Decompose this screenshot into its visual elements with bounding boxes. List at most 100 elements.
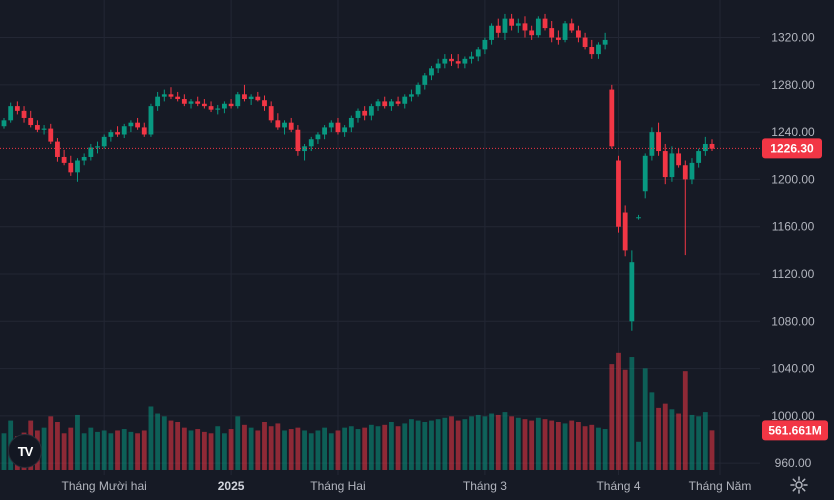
candle-body (235, 94, 241, 107)
candle-body (455, 61, 461, 64)
volume-bar (388, 422, 394, 470)
volume-bar (495, 414, 501, 470)
volume-bar (308, 433, 314, 470)
candle-body (28, 117, 34, 126)
volume-bar (348, 426, 354, 470)
volume-bar (422, 422, 428, 470)
candle-body (395, 101, 401, 104)
candle-body (342, 127, 348, 133)
volume-bar (589, 424, 595, 470)
volume-bar (108, 433, 114, 470)
candle-body (255, 96, 261, 101)
volume-bar (368, 424, 374, 470)
volume-bar (262, 422, 267, 470)
volume-bar (201, 431, 207, 470)
price-axis[interactable]: 960.00 1000.00 1040.00 1080.00 1120.00 1160.0… (771, 31, 815, 471)
price-tick-label: 1080.00 (771, 314, 815, 328)
volume-bar (222, 433, 227, 470)
candle-body (662, 151, 668, 178)
volume-bar (535, 417, 541, 470)
volume-bar (148, 406, 154, 470)
price-tick-label: 1120.00 (772, 267, 815, 281)
volume-bar (529, 420, 535, 470)
candle-body (656, 132, 661, 152)
volume-bar (242, 424, 247, 470)
volume-bar (208, 433, 214, 470)
volume-bar (268, 426, 274, 470)
volume-bar (689, 414, 695, 470)
candle-body (1, 120, 7, 127)
candle-body (489, 25, 494, 40)
volume-bar (402, 423, 408, 470)
candle-body (409, 94, 414, 97)
candle-body (636, 217, 641, 219)
candle-body (222, 103, 227, 109)
candle-body (422, 75, 428, 85)
candle-body (696, 151, 702, 163)
candle-body (375, 101, 381, 107)
volume-bar (195, 429, 201, 470)
volume-bar (81, 433, 87, 470)
volume-bar (542, 419, 548, 470)
volume-bar (161, 416, 167, 470)
volume-bar (88, 427, 94, 470)
candle-body (275, 120, 281, 128)
candle-body (475, 49, 481, 57)
volume-bar (128, 431, 134, 470)
volume-bar (562, 423, 568, 470)
time-tick-label: Tháng Hai (310, 479, 365, 493)
candle-body (161, 94, 167, 97)
volume-bar (702, 412, 708, 470)
volume-bar (55, 422, 60, 470)
candle-body (515, 23, 521, 26)
candle-body (602, 39, 608, 45)
volume-bar (616, 352, 621, 470)
candle-body (195, 101, 201, 104)
candle-body (88, 147, 94, 157)
volume-bar (482, 416, 488, 470)
candle-body (495, 25, 501, 33)
candle-body (582, 37, 588, 48)
time-tick-label: Tháng Mười hai (62, 479, 147, 493)
volume-bar (41, 427, 47, 470)
volume-bar (502, 412, 508, 470)
volume-bar (175, 422, 181, 470)
candle-body (315, 134, 321, 140)
volume-bar (48, 416, 54, 470)
volume-bar (235, 416, 241, 470)
volume-bar (442, 417, 448, 470)
candle-body (168, 94, 174, 97)
gear-icon[interactable] (789, 475, 809, 495)
volume-bar (61, 433, 67, 470)
volume-bar (395, 426, 401, 470)
volume-bar (475, 414, 481, 470)
volume-bar (455, 420, 461, 470)
volume-bar (255, 430, 261, 470)
price-tick-label: 1000.00 (771, 409, 815, 423)
time-tick-label: 2025 (218, 479, 245, 493)
last-price-value: 1226.30 (770, 141, 814, 155)
candle-body (55, 141, 60, 157)
candle-body (589, 47, 595, 55)
candle-body (295, 129, 301, 152)
candle-body (669, 153, 675, 178)
volume-bar (489, 413, 494, 470)
candle-body (482, 39, 488, 50)
candle-body (135, 122, 140, 128)
candle-body (689, 162, 695, 180)
candle-body (101, 136, 107, 147)
volume-bar (596, 427, 601, 470)
time-axis[interactable]: Tháng Mười hai 2025 Tháng Hai Tháng 3 Tháng … (62, 479, 752, 493)
volume-bars (1, 352, 715, 470)
candle-body (268, 106, 274, 121)
candle-body (228, 103, 234, 107)
price-tick-label: 1040.00 (771, 362, 815, 376)
volume-bar (141, 430, 147, 470)
volume-bar (95, 431, 100, 470)
tradingview-logo[interactable]: TV (8, 434, 42, 468)
candle-body (108, 132, 114, 137)
price-tick-label: 1240.00 (771, 125, 815, 139)
volume-bar (68, 427, 74, 470)
